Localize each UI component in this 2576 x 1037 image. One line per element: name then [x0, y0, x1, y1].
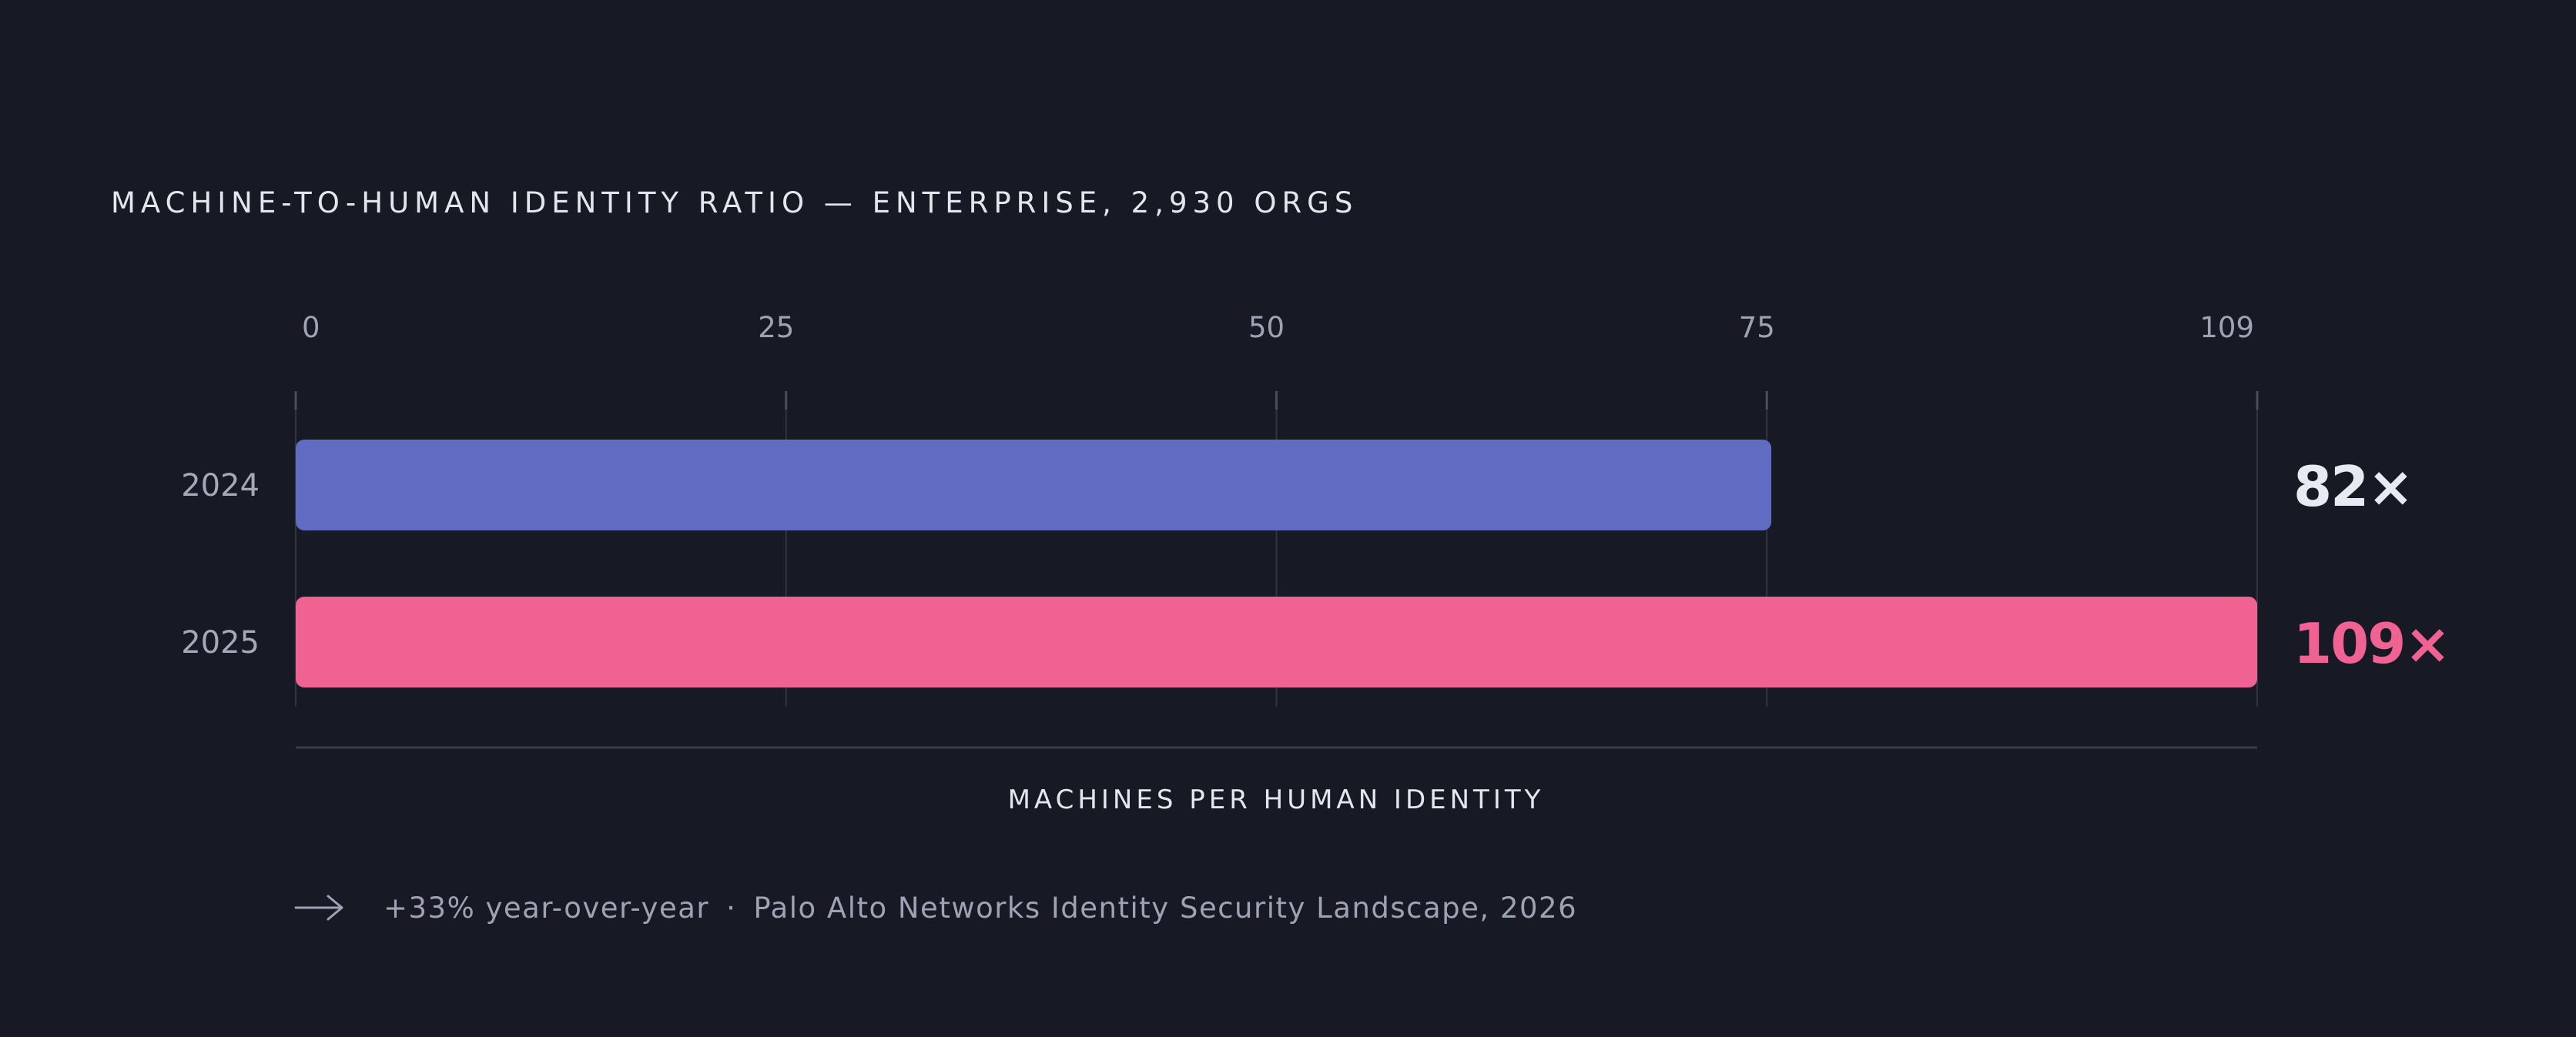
axis-tick-labels: 0 25 50 75 109: [302, 311, 2254, 344]
tick-label-50: 50: [1248, 311, 1285, 344]
category-labels: 2024 2025: [181, 468, 260, 661]
category-label-2025: 2025: [181, 625, 260, 661]
bars: [296, 440, 2257, 687]
arrow-right-icon: [294, 895, 343, 921]
tick-label-25: 25: [758, 311, 794, 344]
tick-label-109: 109: [2199, 311, 2254, 344]
value-label-2025: 109×: [2293, 611, 2450, 676]
category-label-2024: 2024: [181, 468, 260, 503]
chart-title: MACHINE-TO-HUMAN IDENTITY RATIO — ENTERP…: [111, 186, 1358, 219]
footnote-change: +33% year-over-year: [384, 891, 709, 925]
tick-label-0: 0: [302, 311, 320, 344]
footnote: +33% year-over-year · Palo Alto Networks I…: [294, 891, 1577, 925]
footnote-text: +33% year-over-year · Palo Alto Networks I…: [384, 891, 1577, 925]
value-label-2024: 82×: [2293, 454, 2413, 519]
x-axis-label: MACHINES PER HUMAN IDENTITY: [1008, 784, 1545, 815]
bar-2024: [296, 440, 1772, 530]
bar-2025: [296, 597, 2257, 687]
tick-label-75: 75: [1739, 311, 1775, 344]
value-labels: 82× 109×: [2293, 454, 2451, 676]
footnote-separator: ·: [726, 891, 736, 925]
footnote-source: Palo Alto Networks Identity Security Lan…: [753, 891, 1577, 925]
